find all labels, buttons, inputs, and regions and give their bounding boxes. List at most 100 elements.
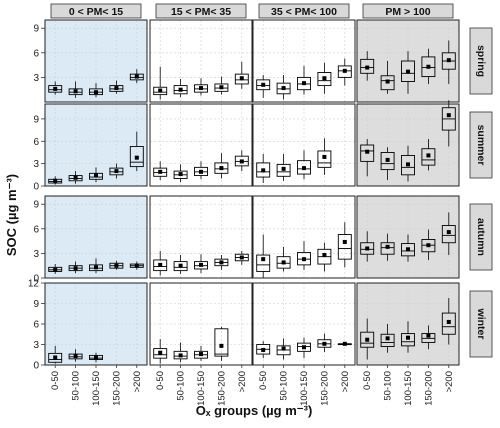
box-mean-marker xyxy=(94,355,98,360)
box-50-100 xyxy=(380,324,395,353)
box-50-100 xyxy=(173,342,188,363)
x-tick-label: 150-200 xyxy=(423,371,434,406)
box-150-200 xyxy=(317,333,332,353)
box-iqr xyxy=(276,163,291,177)
box-mean-marker xyxy=(322,341,327,346)
y-tick-label: 9 xyxy=(33,200,39,211)
box-iqr xyxy=(173,261,188,272)
panel-autumn-3 xyxy=(252,195,356,279)
panel-autumn-4 xyxy=(356,195,460,279)
box-iqr xyxy=(380,242,395,255)
box-iqr xyxy=(360,144,375,162)
facet-strip-bg xyxy=(469,27,493,95)
box-mean-marker xyxy=(94,90,98,95)
box-mean-marker xyxy=(239,159,244,164)
box-mean-marker xyxy=(94,265,98,270)
x-tick-label: 100-150 xyxy=(403,371,414,406)
box-mean-marker xyxy=(239,76,244,81)
box->200 xyxy=(337,58,352,86)
x-tick-label: 150-200 xyxy=(216,371,227,406)
box-0-50 xyxy=(153,339,168,364)
box-iqr xyxy=(276,256,291,269)
y-tick-label: 9 xyxy=(33,299,39,310)
box->200 xyxy=(129,261,144,270)
box-iqr xyxy=(89,354,103,360)
box-0-50 xyxy=(360,139,375,177)
x-tick-label: 150-200 xyxy=(319,371,330,406)
box-100-150 xyxy=(194,254,208,274)
panel-spring-3 xyxy=(252,19,356,103)
panel-border xyxy=(252,195,356,279)
box-100-150 xyxy=(89,167,103,183)
box-100-150 xyxy=(194,345,208,361)
box-iqr xyxy=(401,60,415,82)
box-0-50 xyxy=(48,176,63,185)
panel-border xyxy=(44,195,148,279)
box-mean-marker xyxy=(406,247,410,252)
box-mean-marker xyxy=(199,169,203,174)
box-150-200 xyxy=(214,153,229,179)
box-mean-marker xyxy=(158,262,163,267)
box-150-200 xyxy=(421,229,436,260)
x-tick-label: >200 xyxy=(340,371,351,392)
panel-spring-2 xyxy=(149,19,253,103)
box-iqr xyxy=(360,58,375,74)
box-mean-marker xyxy=(178,87,183,92)
facet-strip-label: PM > 100 xyxy=(385,6,430,18)
box-iqr xyxy=(337,234,352,260)
box-50-100 xyxy=(276,153,291,181)
box-150-200 xyxy=(421,139,436,171)
box-iqr xyxy=(441,312,456,335)
box-0-50 xyxy=(48,81,63,95)
box-mean-marker xyxy=(365,246,370,251)
box-150-200 xyxy=(317,138,332,175)
box-0-50 xyxy=(153,161,168,181)
box-mean-marker xyxy=(53,267,58,272)
box-150-200 xyxy=(421,48,436,84)
box-mean-marker xyxy=(73,354,78,359)
box-mean-marker xyxy=(302,257,306,262)
box-mean-marker xyxy=(53,86,58,91)
box->200 xyxy=(441,298,456,345)
box-mean-marker xyxy=(94,173,98,178)
y-tick-label: 9 xyxy=(33,24,39,35)
box-mean-marker xyxy=(281,346,286,351)
box-100-150 xyxy=(297,150,311,180)
facet-strip-label: 15 < PM< 35 xyxy=(171,6,231,18)
box-iqr xyxy=(256,162,271,178)
box-mean-marker xyxy=(199,86,203,91)
x-tick-label: 100-150 xyxy=(91,371,102,406)
box-50-100 xyxy=(276,246,291,272)
box-mean-marker xyxy=(219,166,224,171)
box-iqr xyxy=(297,160,311,175)
box-mean-marker xyxy=(73,89,78,94)
facet-strip-col-4: PM > 100 xyxy=(362,3,454,19)
box-mean-marker xyxy=(158,350,163,355)
box-100-150 xyxy=(401,321,415,353)
box-mean-marker xyxy=(261,347,266,352)
box-iqr xyxy=(48,352,63,363)
box-mean-marker xyxy=(199,352,203,357)
box-iqr xyxy=(380,75,395,91)
box-iqr xyxy=(129,146,144,168)
box-50-100 xyxy=(173,164,188,183)
box-mean-marker xyxy=(261,82,266,87)
y-tick-label: 6 xyxy=(33,224,39,235)
x-tick-label: 150-200 xyxy=(111,371,122,406)
box-100-150 xyxy=(401,145,415,182)
panel-summer-3 xyxy=(252,103,356,187)
box-iqr xyxy=(153,348,168,359)
y-tick-label: 9 xyxy=(33,114,39,125)
panel-summer-1 xyxy=(44,103,148,187)
box-50-100 xyxy=(380,61,395,94)
facet-strip-label: spring xyxy=(475,45,487,77)
facet-strip-row-1: spring xyxy=(469,27,493,95)
box-mean-marker xyxy=(281,86,286,91)
panel-border xyxy=(44,19,148,103)
panel-winter-2 xyxy=(149,282,253,366)
box->200 xyxy=(234,61,249,89)
box-100-150 xyxy=(89,83,103,98)
facet-strip-label: 0 < PM< 15 xyxy=(69,6,123,18)
box-mean-marker xyxy=(158,169,163,174)
box-iqr xyxy=(401,154,415,176)
